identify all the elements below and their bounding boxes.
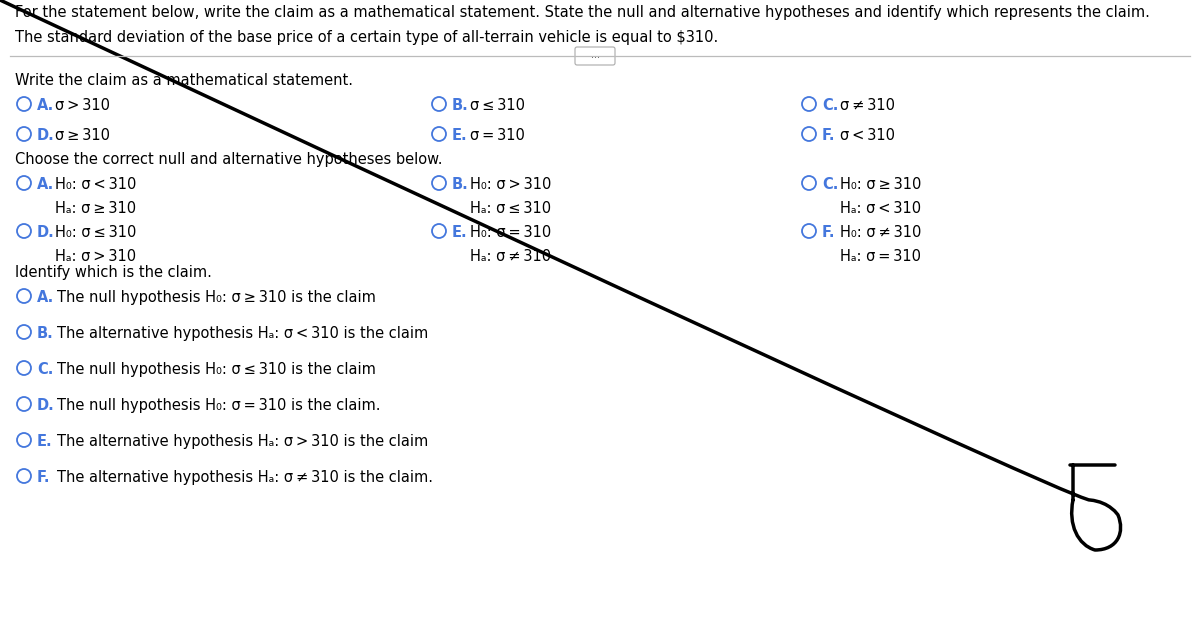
Text: H₀: σ ≥ 310: H₀: σ ≥ 310: [840, 177, 922, 192]
Text: σ ≠ 310: σ ≠ 310: [840, 98, 895, 113]
Text: H₀: σ > 310: H₀: σ > 310: [470, 177, 551, 192]
Text: H₀: σ < 310: H₀: σ < 310: [55, 177, 137, 192]
Text: B.: B.: [452, 177, 469, 192]
Text: E.: E.: [37, 434, 53, 449]
Text: For the statement below, write the claim as a mathematical statement. State the : For the statement below, write the claim…: [14, 5, 1150, 20]
Text: Hₐ: σ ≥ 310: Hₐ: σ ≥ 310: [55, 201, 136, 216]
Text: F.: F.: [822, 128, 835, 143]
Text: The null hypothesis H₀: σ = 310 is the claim.: The null hypothesis H₀: σ = 310 is the c…: [58, 398, 380, 413]
Text: B.: B.: [452, 98, 469, 113]
Text: Hₐ: σ = 310: Hₐ: σ = 310: [840, 249, 922, 264]
Text: F.: F.: [822, 225, 835, 240]
Text: Write the claim as a mathematical statement.: Write the claim as a mathematical statem…: [14, 73, 353, 88]
Text: The null hypothesis H₀: σ ≤ 310 is the claim: The null hypothesis H₀: σ ≤ 310 is the c…: [58, 362, 376, 377]
Text: H₀: σ ≠ 310: H₀: σ ≠ 310: [840, 225, 922, 240]
Text: The alternative hypothesis Hₐ: σ < 310 is the claim: The alternative hypothesis Hₐ: σ < 310 i…: [58, 326, 428, 341]
Text: C.: C.: [37, 362, 53, 377]
Text: Hₐ: σ > 310: Hₐ: σ > 310: [55, 249, 136, 264]
Text: Hₐ: σ < 310: Hₐ: σ < 310: [840, 201, 922, 216]
Text: D.: D.: [37, 128, 55, 143]
Text: Hₐ: σ ≠ 310: Hₐ: σ ≠ 310: [470, 249, 551, 264]
Text: The alternative hypothesis Hₐ: σ ≠ 310 is the claim.: The alternative hypothesis Hₐ: σ ≠ 310 i…: [58, 470, 433, 485]
Text: σ > 310: σ > 310: [55, 98, 110, 113]
Text: E.: E.: [452, 225, 468, 240]
Text: ···: ···: [590, 53, 600, 63]
Text: The alternative hypothesis Hₐ: σ > 310 is the claim: The alternative hypothesis Hₐ: σ > 310 i…: [58, 434, 428, 449]
Text: E.: E.: [452, 128, 468, 143]
Text: D.: D.: [37, 225, 55, 240]
Text: σ = 310: σ = 310: [470, 128, 524, 143]
Text: Hₐ: σ ≤ 310: Hₐ: σ ≤ 310: [470, 201, 551, 216]
Text: H₀: σ ≤ 310: H₀: σ ≤ 310: [55, 225, 137, 240]
Text: D.: D.: [37, 398, 55, 413]
Text: F.: F.: [37, 470, 50, 485]
Text: C.: C.: [822, 177, 839, 192]
Text: B.: B.: [37, 326, 54, 341]
Text: Identify which is the claim.: Identify which is the claim.: [14, 265, 212, 280]
Text: H₀: σ = 310: H₀: σ = 310: [470, 225, 551, 240]
Text: A.: A.: [37, 98, 54, 113]
Text: Choose the correct null and alternative hypotheses below.: Choose the correct null and alternative …: [14, 152, 443, 167]
Text: σ ≤ 310: σ ≤ 310: [470, 98, 526, 113]
Text: The standard deviation of the base price of a certain type of all-terrain vehicl: The standard deviation of the base price…: [14, 30, 719, 45]
Text: A.: A.: [37, 177, 54, 192]
Text: The null hypothesis H₀: σ ≥ 310 is the claim: The null hypothesis H₀: σ ≥ 310 is the c…: [58, 290, 376, 305]
Text: σ ≥ 310: σ ≥ 310: [55, 128, 110, 143]
Text: C.: C.: [822, 98, 839, 113]
FancyBboxPatch shape: [575, 47, 616, 65]
Text: A.: A.: [37, 290, 54, 305]
Text: σ < 310: σ < 310: [840, 128, 895, 143]
